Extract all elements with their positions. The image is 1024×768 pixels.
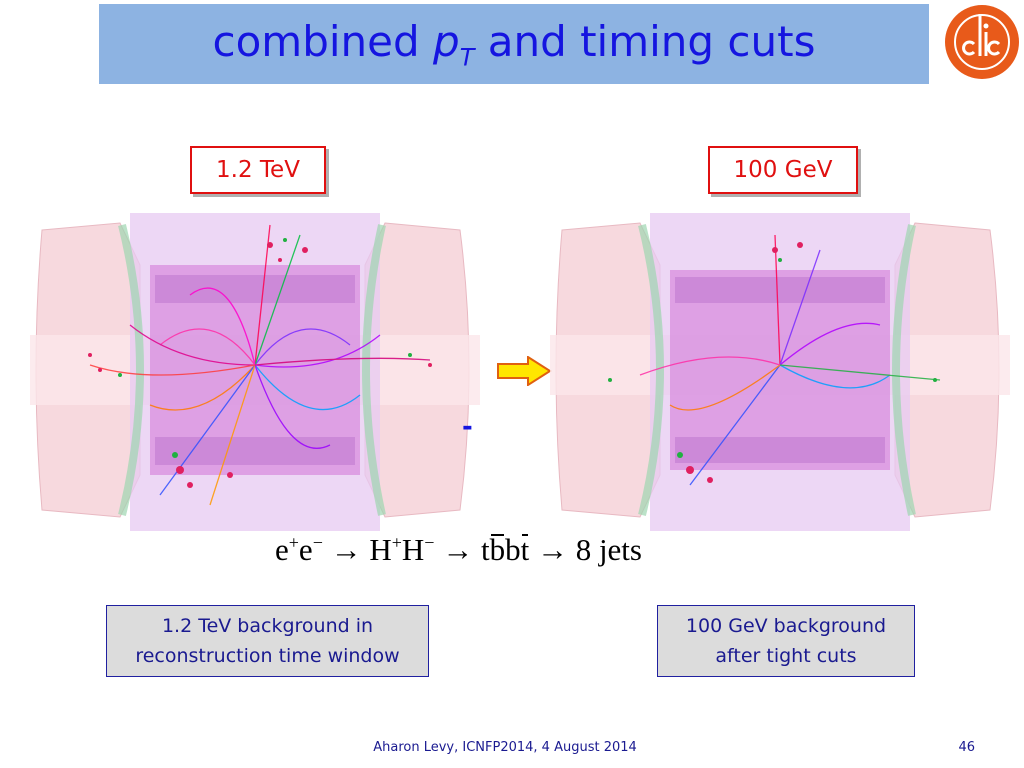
clic-logo [945,5,1019,79]
formula-arrow-1: → [330,532,362,567]
formula-arrow-2: → [442,532,474,567]
energy-label-right: 100 GeV [708,146,858,194]
event-display-left [30,213,480,531]
formula-e1-sup: + [288,532,299,553]
caption-right-line1: 100 GeV background [685,615,887,637]
caption-left: 1.2 TeV background in reconstruction time… [106,605,429,677]
slide-title: combined pT and timing cuts [213,17,816,71]
title-rest: and timing cuts [487,16,816,66]
title-bar: combined pT and timing cuts [99,4,929,84]
formula-e2-sup: − [312,532,323,553]
formula-bbar: b [489,532,506,567]
title-p: p [433,16,460,66]
caption-right-line2: after tight cuts [715,645,857,667]
formula-h1-sup: + [391,532,402,553]
event-display-right [550,213,1010,531]
blue-dash: - [462,412,473,442]
formula-result: 8 jets [575,532,642,567]
page-number: 46 [958,740,975,755]
formula-arrow-3: → [536,532,568,567]
formula-tbar: t [520,532,530,567]
title-main: combined [212,16,420,66]
title-subscript: T [459,43,475,72]
formula-e1: e [275,532,289,567]
process-formula: e+e− → H+H− → tbbt → 8 jets [275,532,775,568]
formula-h2: H [401,532,425,567]
formula-e2: e [298,532,313,567]
energy-label-left: 1.2 TeV [190,146,326,194]
caption-left-line1: 1.2 TeV background in [161,615,374,637]
footer-text: Aharon Levy, ICNFP2014, 4 August 2014 [373,740,637,755]
caption-left-line2: reconstruction time window [135,645,400,667]
formula-b2: b [505,532,521,567]
formula-h2-sup: − [424,532,435,553]
right-arrow-icon [497,356,552,386]
formula-t1: t [480,532,490,567]
formula-h1: H [369,532,392,567]
caption-right: 100 GeV background after tight cuts [657,605,915,677]
